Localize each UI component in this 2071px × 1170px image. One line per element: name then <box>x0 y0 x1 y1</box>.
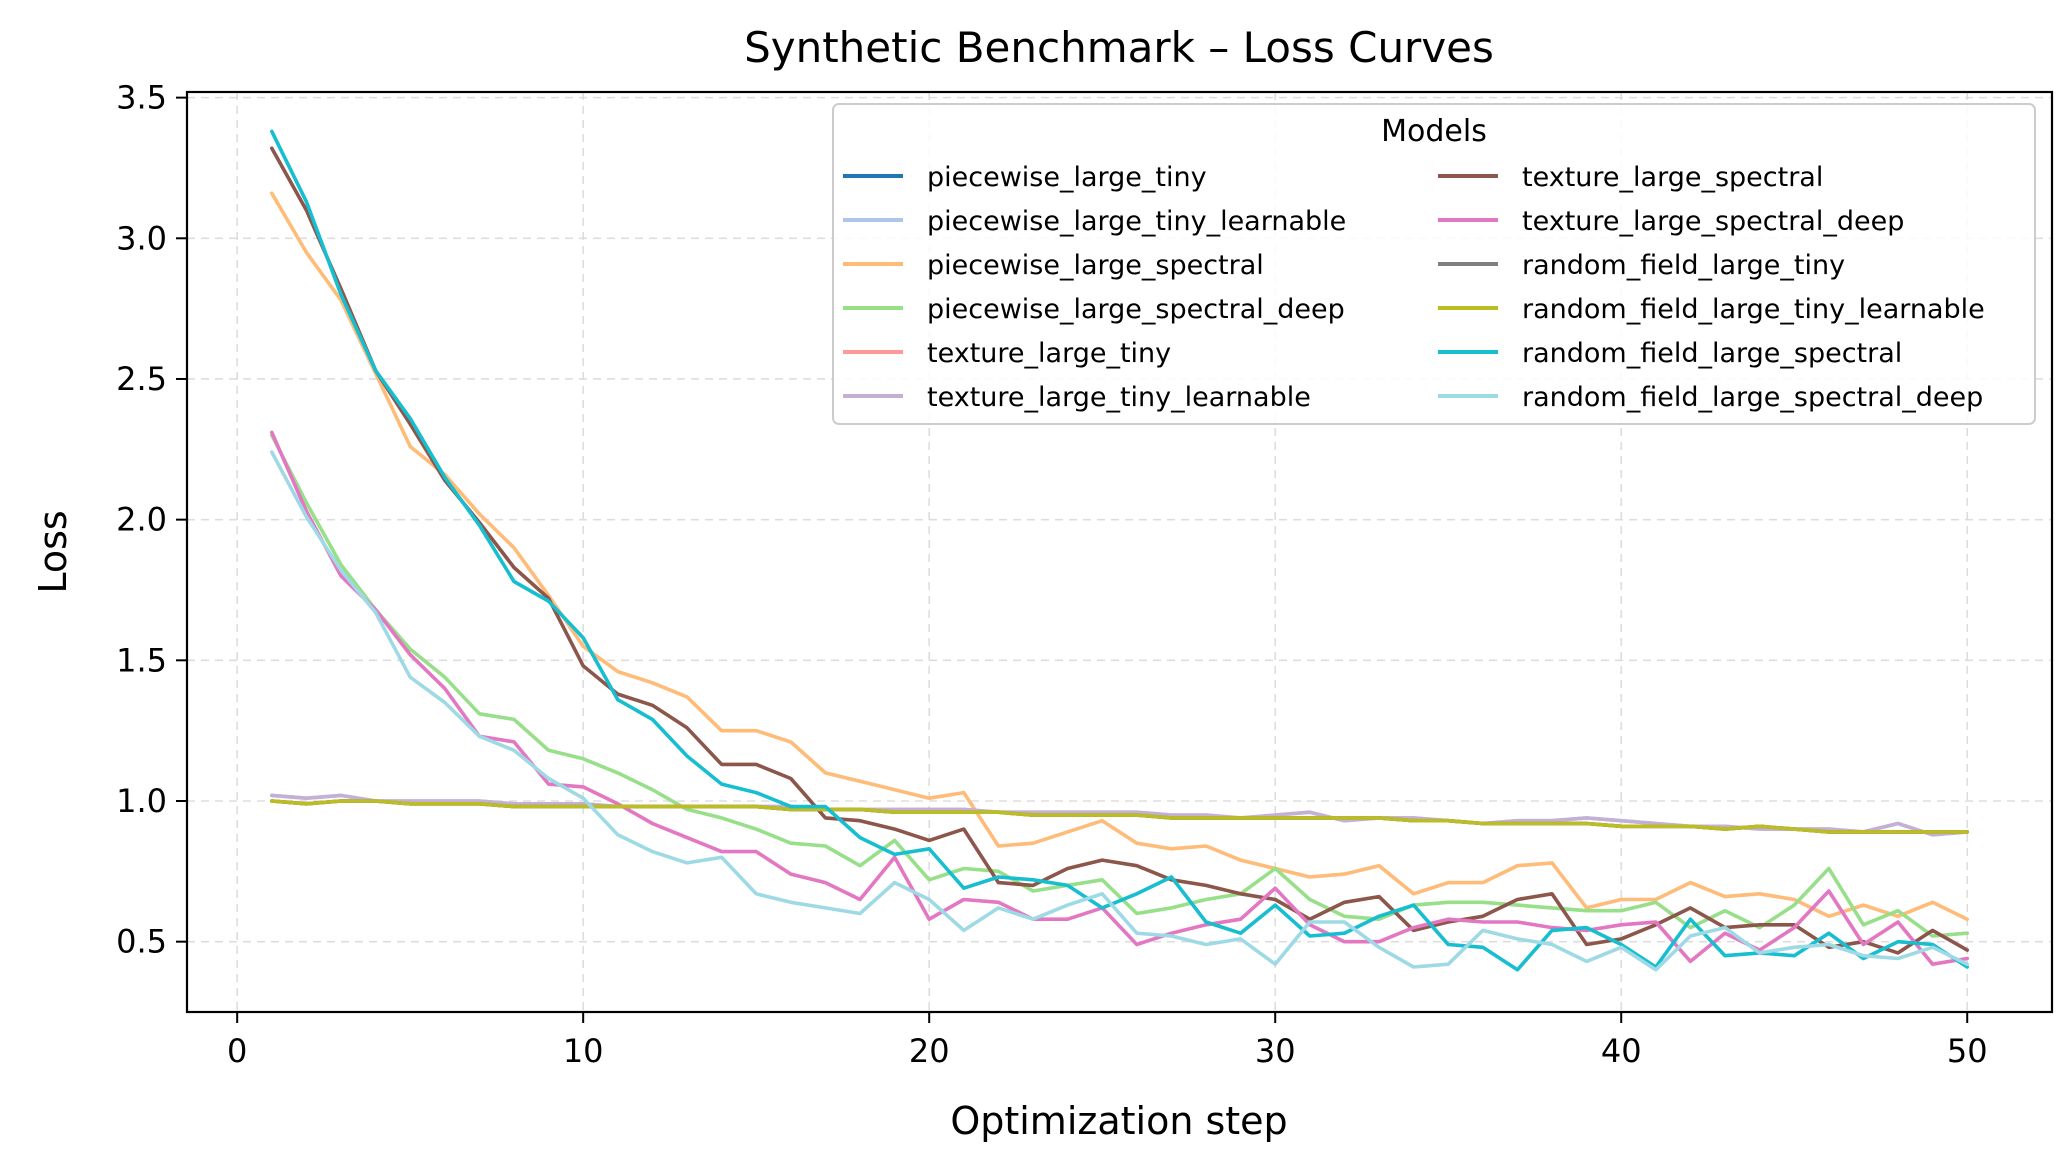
y-tick-label: 3.5 <box>116 79 167 117</box>
legend-item: piecewise_large_tiny_learnable <box>843 206 1346 237</box>
x-tick-label: 0 <box>227 1032 247 1070</box>
legend: Models piecewise_large_tinypiecewise_lar… <box>832 103 2036 425</box>
y-axis-label: Loss <box>31 510 75 593</box>
y-tick-label: 2.5 <box>116 360 167 398</box>
x-tick-label: 20 <box>909 1032 950 1070</box>
legend-item: random_field_large_tiny_learnable <box>1438 294 1985 325</box>
legend-item: texture_large_tiny <box>843 338 1171 369</box>
legend-items: piecewise_large_tiny piecewise_large_tiny… <box>843 162 1985 413</box>
series-line-random-field-large-tiny-learnable <box>269 799 1969 834</box>
legend-item: piecewise_large_spectral <box>843 250 1264 281</box>
legend-label: random_field_large_spectral <box>1522 338 1902 369</box>
legend-item: texture_large_spectral_deep <box>1438 206 1904 237</box>
legend-item: random_field_large_spectral_deep <box>1438 382 1983 413</box>
series-line-random-field-large-spectral <box>269 129 1969 972</box>
legend-title: Models <box>1381 114 1487 149</box>
plot-frame <box>185 90 2054 1014</box>
series-line-piecewise-large-spectral-deep <box>269 433 1969 938</box>
legend-label: texture_large_tiny <box>927 338 1171 369</box>
series-line-piecewise-large-spectral <box>269 191 1969 922</box>
legend-label: piecewise_large_tiny_learnable <box>927 206 1346 237</box>
y-tick-label: 3.0 <box>116 219 167 257</box>
series-line-random-field-large-spectral-deep <box>269 450 1969 972</box>
legend-label: texture_large_tiny_learnable <box>927 382 1311 413</box>
legend-label: random_field_large_spectral_deep <box>1522 382 1983 413</box>
legend-item: piecewise_large_spectral_deep <box>843 294 1345 325</box>
series-layer <box>269 129 1969 972</box>
y-tick-label: 1.5 <box>116 641 167 679</box>
legend-item: piecewise_large_tiny <box>843 162 1207 193</box>
legend-item: texture_large_spectral <box>1438 162 1823 193</box>
legend-label: piecewise_large_tiny <box>927 162 1207 193</box>
y-tick-label: 0.5 <box>116 923 167 961</box>
y-tick-label: 2.0 <box>116 501 167 539</box>
legend-label: random_field_large_tiny <box>1522 250 1845 281</box>
legend-item: texture_large_tiny_learnable <box>843 382 1311 413</box>
series-line-texture-large-spectral-deep <box>269 430 1969 967</box>
legend-label: random_field_large_tiny_learnable <box>1522 294 1985 325</box>
legend-item: random_field_large_spectral <box>1438 338 1902 369</box>
legend-label: piecewise_large_spectral <box>927 250 1264 281</box>
legend-label: texture_large_spectral <box>1522 162 1823 193</box>
x-tick-label: 50 <box>1947 1032 1988 1070</box>
x-tick-label: 40 <box>1601 1032 1642 1070</box>
chart-title: Synthetic Benchmark – Loss Curves <box>744 23 1494 72</box>
x-tick-label: 10 <box>563 1032 604 1070</box>
legend-item: random_field_large_tiny <box>1438 250 1845 281</box>
legend-box <box>832 103 2036 425</box>
x-axis-label: Optimization step <box>950 1099 1287 1143</box>
y-axis-ticks: 0.5 1.0 1.5 2.0 2.5 3.0 3.5 <box>116 79 187 961</box>
legend-label: texture_large_spectral_deep <box>1522 206 1904 237</box>
y-tick-label: 1.0 <box>116 782 167 820</box>
x-tick-label: 30 <box>1255 1032 1296 1070</box>
x-axis-ticks: 0 10 20 30 40 50 <box>227 1012 1988 1070</box>
legend-label: piecewise_large_spectral_deep <box>927 294 1345 325</box>
